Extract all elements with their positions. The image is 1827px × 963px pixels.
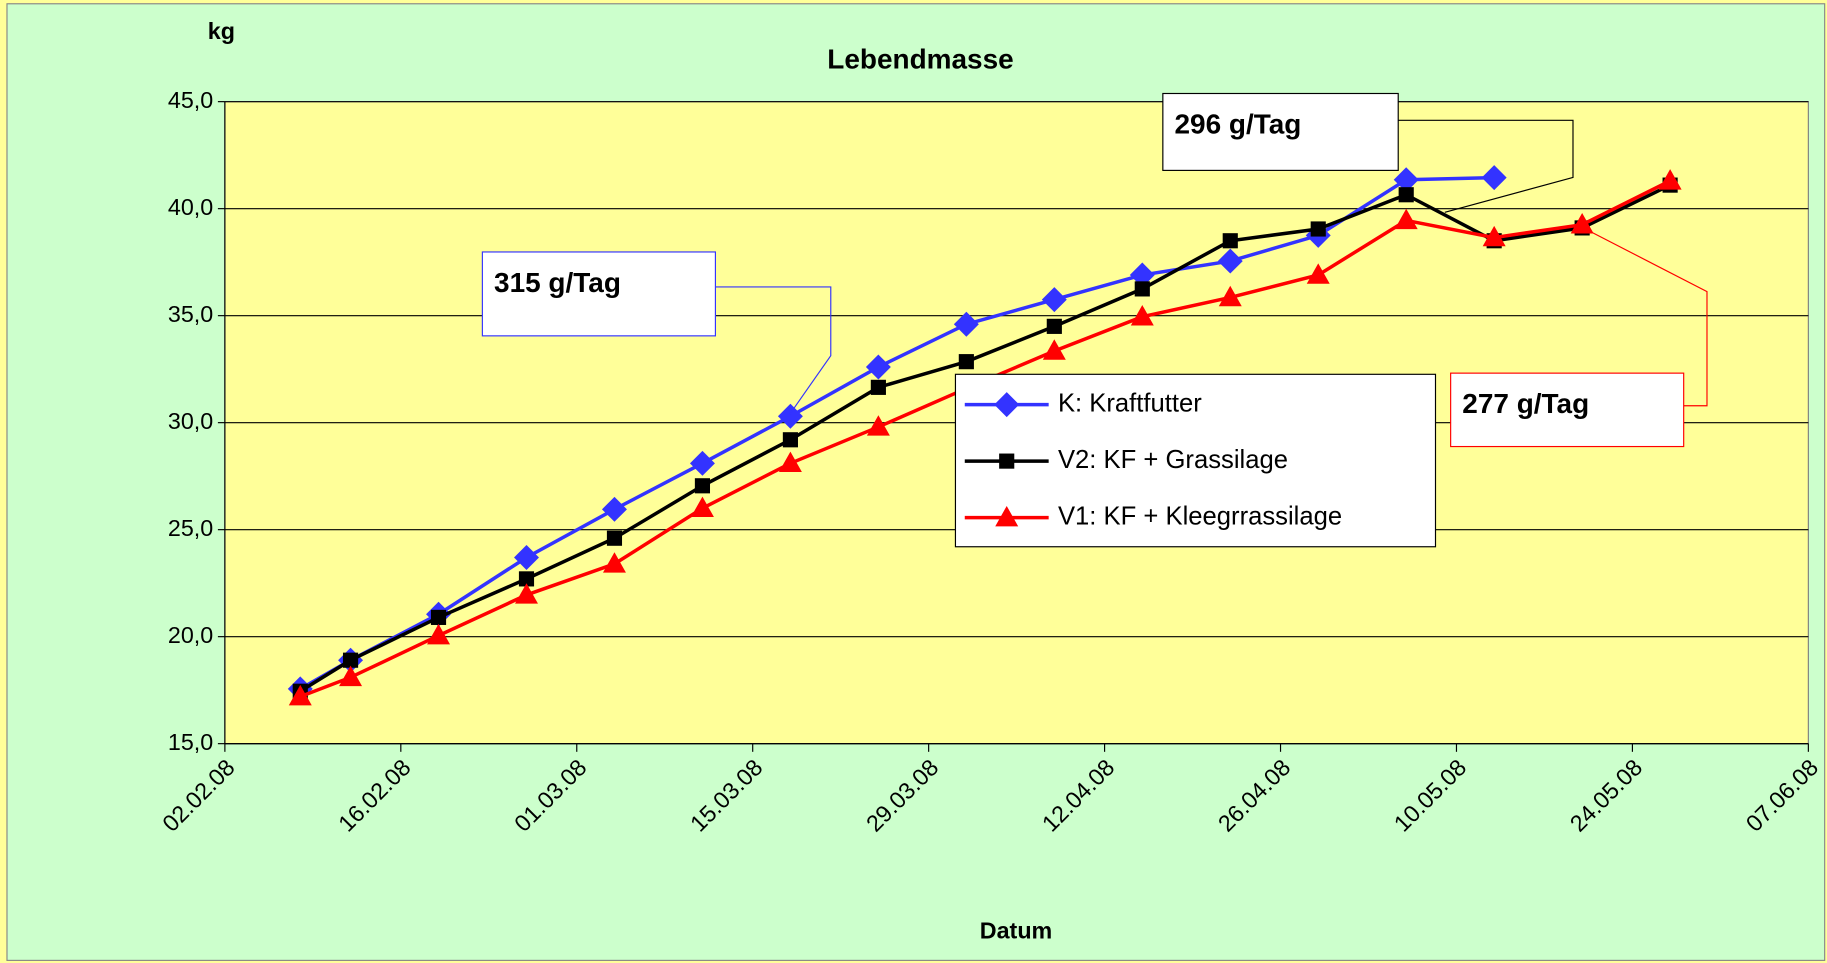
- marker: [288, 684, 312, 706]
- annotation-leader: [1584, 228, 1708, 407]
- y-tick-label: 30,0: [168, 408, 213, 434]
- marker: [1570, 213, 1594, 234]
- marker: [342, 652, 359, 668]
- legend-label: V2: KF + Grassilage: [1058, 446, 1288, 474]
- marker: [1306, 263, 1330, 284]
- marker: [1481, 165, 1507, 191]
- marker: [1398, 187, 1414, 203]
- marker: [1658, 169, 1682, 190]
- marker: [778, 451, 802, 473]
- marker: [514, 545, 539, 570]
- annotation-leader: [1398, 119, 1574, 213]
- marker: [430, 609, 447, 625]
- marker: [1222, 233, 1238, 249]
- annotation-text: 277 g/Tag: [1462, 388, 1589, 419]
- marker: [777, 403, 803, 429]
- marker: [1217, 248, 1243, 274]
- y-axis-label: kg: [208, 18, 235, 44]
- marker: [994, 392, 1020, 418]
- annotation-text: 315 g/Tag: [494, 267, 621, 298]
- annotation-box: [1162, 92, 1399, 171]
- marker: [1310, 221, 1326, 237]
- legend-label: K: Kraftfutter: [1058, 389, 1202, 417]
- marker: [1041, 287, 1067, 313]
- marker: [1134, 281, 1150, 297]
- marker: [694, 478, 711, 494]
- marker: [515, 583, 538, 604]
- annotation-box: [481, 251, 717, 337]
- marker: [1394, 208, 1418, 230]
- legend-label: V1: KF + Kleegrrassilage: [1058, 502, 1342, 530]
- y-tick-label: 25,0: [168, 515, 213, 541]
- marker: [953, 311, 979, 337]
- marker: [1046, 318, 1062, 334]
- marker: [866, 415, 890, 436]
- marker: [602, 552, 626, 573]
- chart-title: Lebendmasse: [827, 43, 1013, 74]
- marker: [606, 530, 623, 546]
- marker: [999, 453, 1015, 469]
- marker: [1130, 305, 1154, 326]
- y-tick-label: 45,0: [168, 87, 213, 113]
- marker: [339, 665, 363, 687]
- y-tick-label: 20,0: [168, 622, 213, 648]
- y-tick-label: 40,0: [168, 194, 213, 220]
- x-axis-label: Datum: [980, 918, 1052, 944]
- annotation-leader: [715, 286, 832, 415]
- marker: [865, 354, 891, 380]
- marker: [1218, 285, 1242, 307]
- marker: [995, 505, 1019, 527]
- marker: [601, 496, 627, 522]
- marker: [782, 432, 798, 448]
- marker: [870, 379, 886, 395]
- marker: [427, 623, 451, 645]
- annotation-box: [1450, 372, 1685, 448]
- y-tick-label: 35,0: [168, 301, 213, 327]
- marker: [689, 450, 715, 476]
- marker: [958, 354, 974, 370]
- marker: [1482, 225, 1506, 247]
- marker: [690, 496, 714, 517]
- y-tick-label: 15,0: [168, 729, 213, 755]
- marker: [1042, 339, 1066, 360]
- annotation-text: 296 g/Tag: [1175, 109, 1302, 140]
